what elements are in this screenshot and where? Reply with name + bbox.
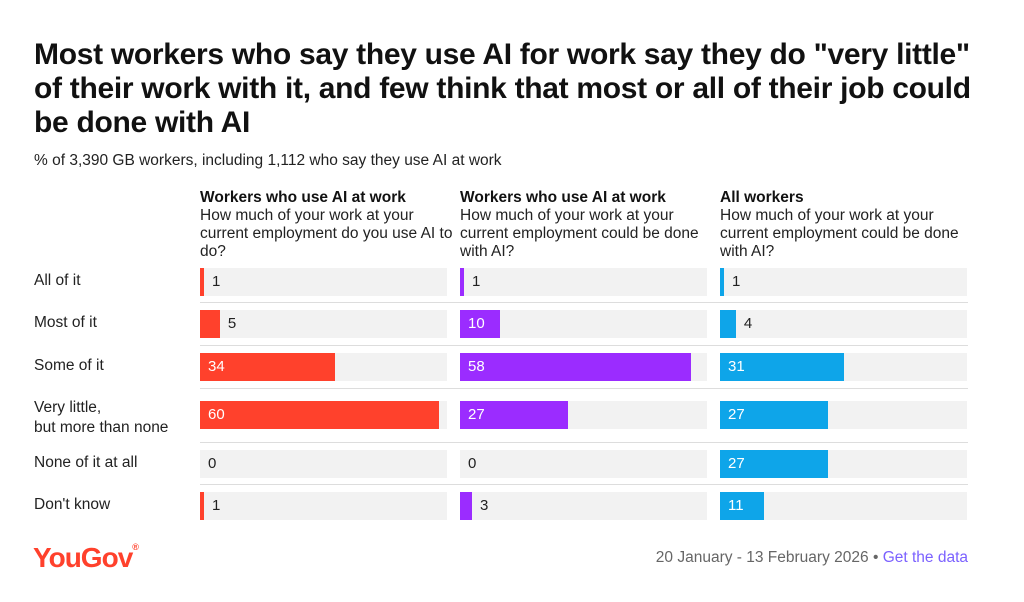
yougov-logo: YouGov® [33,542,139,574]
bar-track: 27 [720,401,967,429]
series-question: How much of your work at your current em… [720,207,959,260]
column-header-1: Workers who use AI at work How much of yo… [200,189,456,261]
get-the-data-link[interactable]: Get the data [882,549,968,566]
bar [720,492,764,520]
bar-track: 58 [460,353,707,381]
bar-track: 31 [720,353,967,381]
bar [200,310,220,338]
chart-subtitle: % of 3,390 GB workers, including 1,112 w… [34,152,502,169]
bar [200,268,204,296]
bar [200,492,204,520]
bar-track: 27 [460,401,707,429]
bar [720,450,828,478]
series-question: How much of your work at your current em… [460,207,699,260]
data-label: 58 [468,358,485,375]
bar [460,310,500,338]
data-label: 4 [743,315,753,332]
row-divider [200,484,968,485]
footer: 20 January - 13 February 2026 • Get the … [656,549,968,567]
data-label: 1 [212,497,221,514]
data-label: 3 [479,497,489,514]
data-label: 0 [208,455,217,472]
bar-track: 3 [460,492,707,520]
bar [460,401,568,429]
series-name: Workers who use AI at work [460,189,666,206]
category-label: None of it at all [34,454,138,471]
bar-track: 60 [200,401,447,429]
data-label: 11 [728,497,744,514]
bar [200,401,440,429]
bar-track: 1 [720,268,967,296]
bar-track: 0 [460,450,707,478]
bar-track: 11 [720,492,967,520]
bar [720,310,736,338]
bar-track: 0 [200,450,447,478]
data-label: 31 [728,358,745,375]
category-label: All of it [34,272,81,289]
bar [720,268,724,296]
chart-title: Most workers who say they use AI for wor… [34,38,971,139]
data-label: 1 [732,273,741,290]
category-label: Some of it [34,357,104,374]
category-label: Most of it [34,314,97,331]
bar [720,353,844,381]
category-label: Don't know [34,496,111,513]
bar [460,353,692,381]
bar-track: 27 [720,450,967,478]
column-header-3: All workers How much of your work at your… [720,189,976,261]
row-divider [200,345,968,346]
series-name: Workers who use AI at work [200,189,406,206]
data-label: 34 [208,358,225,375]
bar-track: 5 [200,310,447,338]
registered-mark: ® [132,542,139,552]
data-label: 60 [208,406,225,423]
bar [460,268,464,296]
row-divider [200,302,968,303]
bar [460,492,472,520]
column-header-2: Workers who use AI at work How much of yo… [460,189,716,261]
footer-separator: • [872,549,879,566]
data-label: 10 [468,315,485,332]
series-name: All workers [720,189,804,206]
logo-text: YouGov [33,542,133,573]
row-divider [200,388,968,389]
data-label: 27 [728,406,745,423]
row-divider [200,442,968,443]
data-label: 0 [468,455,477,472]
bar-track: 1 [200,492,447,520]
bar [200,353,336,381]
series-question: How much of your work at your current em… [200,207,453,260]
data-label: 5 [227,315,237,332]
bar-track: 10 [460,310,707,338]
data-label: 27 [468,406,485,423]
bar [720,401,828,429]
category-label: Very little, but more than none [34,399,169,436]
bar-track: 34 [200,353,447,381]
data-label: 1 [212,273,221,290]
bar-track: 1 [460,268,707,296]
data-label: 1 [472,273,481,290]
date-range: 20 January - 13 February 2026 [655,549,869,566]
data-label: 27 [728,455,745,472]
bar-track: 1 [200,268,447,296]
bar-track: 4 [720,310,967,338]
